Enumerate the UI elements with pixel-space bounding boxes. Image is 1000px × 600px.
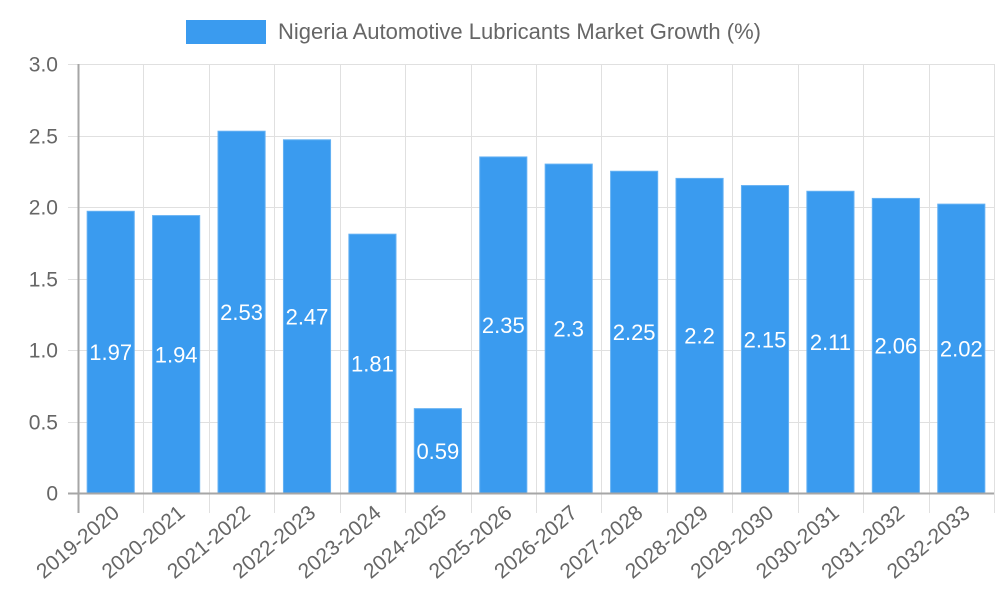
bar-value-label: 2.02 xyxy=(940,337,983,362)
bar xyxy=(871,197,920,494)
x-axis-ticks: 2019-20202020-20212021-20222022-20232023… xyxy=(32,501,974,583)
bar-value-label: 2.11 xyxy=(810,330,851,355)
bar-value-label: 1.81 xyxy=(351,352,394,377)
bar xyxy=(479,156,528,494)
gridlines xyxy=(68,64,995,513)
bar xyxy=(152,215,201,494)
y-tick-label: 3.0 xyxy=(29,54,58,77)
legend-swatch xyxy=(186,20,266,44)
bar-value-label: 2.2 xyxy=(684,324,715,349)
y-tick-label: 1.0 xyxy=(29,340,58,363)
bar-value-label: 2.15 xyxy=(744,327,787,352)
bar-value-label: 1.94 xyxy=(155,342,198,367)
bar xyxy=(282,139,332,494)
bar xyxy=(740,185,790,494)
legend-label: Nigeria Automotive Lubricants Market Gro… xyxy=(278,19,761,44)
bar-value-label: 2.06 xyxy=(874,334,917,359)
bar-value-label: 2.35 xyxy=(482,313,525,338)
bar xyxy=(610,170,659,494)
y-axis-ticks: 0 0.5 1.0 1.5 2.0 2.5 3.0 xyxy=(29,54,58,506)
axes xyxy=(68,64,994,513)
bar xyxy=(675,177,724,494)
bars: 1.97 1.94 2.53 2.47 1.81 0.59 2.35 2.3 2.25 2.2 2.… xyxy=(86,130,986,494)
bar-value-label: 2.25 xyxy=(613,320,656,345)
y-tick-label: 0.5 xyxy=(29,412,58,435)
bar xyxy=(937,203,986,494)
chart-legend[interactable]: Nigeria Automotive Lubricants Market Gro… xyxy=(186,18,761,46)
bar-value-label: 2.47 xyxy=(286,304,329,329)
bar-value-label: 1.97 xyxy=(89,340,132,365)
y-tick-label: 2.5 xyxy=(29,126,58,149)
bar xyxy=(413,408,462,494)
bar-value-label: 0.59 xyxy=(416,439,459,464)
bar xyxy=(348,233,397,494)
y-tick-label: 0 xyxy=(46,483,58,506)
bar-value-label: 2.3 xyxy=(553,317,584,342)
y-tick-label: 2.0 xyxy=(29,197,58,220)
bar xyxy=(86,210,135,494)
y-tick-label: 1.5 xyxy=(29,269,58,292)
bar xyxy=(806,190,855,494)
bar-value-label: 2.53 xyxy=(220,300,263,325)
